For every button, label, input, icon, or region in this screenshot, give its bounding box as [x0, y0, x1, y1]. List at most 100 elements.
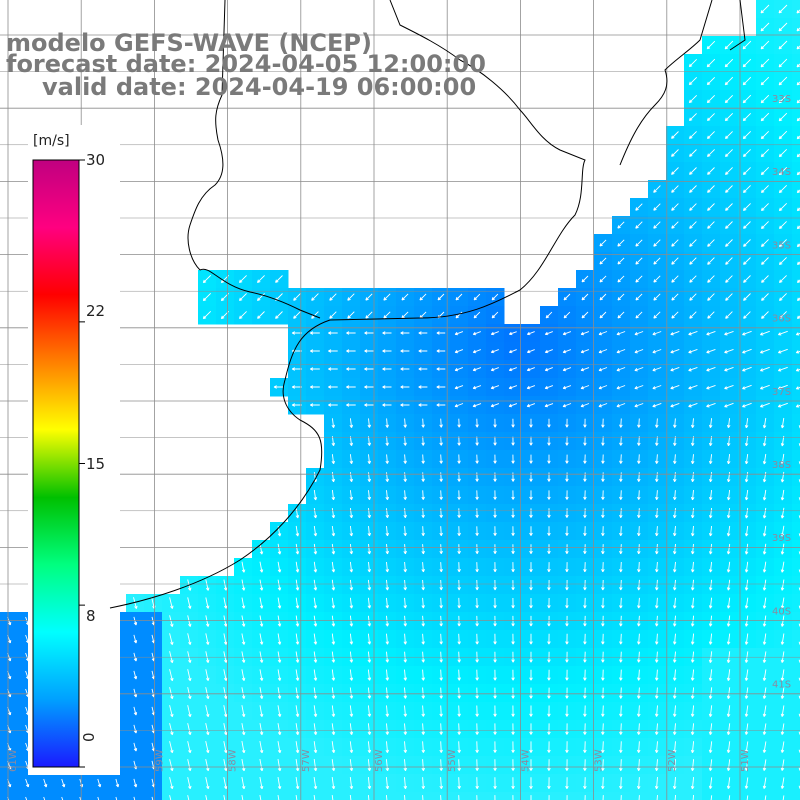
- wind-arrow: [583, 705, 587, 717]
- wind-arrow: [259, 705, 264, 717]
- wind-arrow: [349, 723, 354, 735]
- colorbar-tick-8: 8: [86, 607, 96, 625]
- wind-arrow: [707, 257, 715, 265]
- wind-arrow: [457, 705, 461, 717]
- wind-arrow: [440, 795, 442, 800]
- wind-arrow: [742, 402, 752, 408]
- wind-arrow: [671, 293, 679, 301]
- wind-arrow: [133, 796, 136, 800]
- wind-arrow: [601, 544, 605, 555]
- wind-arrow: [707, 293, 715, 301]
- wind-arrow: [349, 759, 354, 772]
- wind-arrow: [457, 597, 461, 609]
- wind-arrow: [670, 384, 680, 390]
- wind-arrow: [421, 633, 425, 645]
- wind-arrow: [457, 759, 461, 771]
- wind-arrow: [223, 795, 226, 800]
- wind-arrow: [295, 705, 300, 717]
- wind-arrow: [511, 562, 515, 573]
- wind-arrow: [349, 543, 354, 555]
- wind-arrow: [277, 561, 282, 573]
- wind-arrow: [295, 723, 300, 736]
- wind-arrow: [672, 579, 677, 591]
- wind-arrow: [690, 490, 695, 501]
- wind-arrow: [436, 349, 446, 353]
- wind-arrow: [710, 795, 713, 800]
- wind-arrow: [706, 366, 716, 372]
- wind-arrow: [403, 454, 407, 464]
- wind-arrow: [760, 239, 769, 248]
- wind-cell: [450, 792, 469, 800]
- wind-arrow: [601, 705, 605, 717]
- wind-arrow: [780, 633, 785, 645]
- wind-arrow: [565, 562, 569, 573]
- wind-arrow: [619, 579, 623, 591]
- wind-arrow: [672, 472, 677, 483]
- wind-arrow: [583, 526, 587, 537]
- wind-arrow: [472, 403, 482, 408]
- wind-arrow: [565, 777, 569, 790]
- wind-arrow: [295, 687, 300, 699]
- wind-arrow: [365, 293, 373, 301]
- wind-arrow: [331, 615, 336, 627]
- wind-arrow: [601, 418, 605, 428]
- wind-arrow: [437, 293, 445, 301]
- wind-arrow: [457, 741, 461, 753]
- wind-arrow: [403, 544, 407, 555]
- wind-arrow: [760, 166, 770, 176]
- wind-arrow: [529, 436, 533, 446]
- wind-arrow: [382, 349, 392, 353]
- wind-arrow: [780, 597, 785, 609]
- wind-arrow: [690, 687, 695, 699]
- latitude-label: 33S: [772, 94, 791, 105]
- wind-arrow: [291, 367, 302, 371]
- wind-arrow: [724, 131, 733, 140]
- wind-arrow: [762, 669, 767, 681]
- wind-arrow: [547, 615, 551, 627]
- wind-arrow: [418, 367, 428, 371]
- wind-arrow: [637, 436, 641, 446]
- wind-cell: [234, 792, 253, 800]
- wind-arrow: [706, 40, 716, 50]
- wind-arrow: [439, 633, 443, 645]
- wind-arrow: [581, 311, 589, 319]
- wind-arrow: [385, 526, 390, 537]
- wind-arrow: [403, 526, 407, 537]
- wind-arrow: [637, 615, 641, 627]
- wind-arrow: [349, 741, 354, 753]
- wind-arrow: [313, 561, 318, 573]
- wind-arrow: [547, 597, 551, 609]
- wind-arrow: [439, 669, 443, 681]
- wind-arrow: [493, 562, 497, 573]
- colorbar-tick-0: 0: [80, 732, 98, 742]
- wind-arrow: [367, 508, 372, 519]
- wind-arrow: [511, 508, 515, 518]
- wind-arrow: [652, 349, 662, 354]
- wind-arrow: [313, 615, 318, 627]
- wind-arrow: [382, 403, 392, 407]
- wind-arrow: [688, 330, 698, 336]
- wind-arrow: [202, 274, 212, 284]
- wind-cell: [792, 162, 800, 181]
- wind-arrow: [762, 489, 767, 501]
- wind-arrow: [619, 759, 623, 772]
- wind-arrow: [706, 94, 716, 104]
- wind-arrow: [493, 508, 497, 518]
- wind-arrow: [565, 687, 569, 699]
- wind-arrow: [726, 705, 731, 717]
- wind-cell: [792, 486, 800, 505]
- wind-arrow: [565, 759, 569, 771]
- wind-arrow: [169, 759, 174, 772]
- wind-arrow: [385, 579, 390, 591]
- wind-cell: [792, 450, 800, 469]
- wind-arrow: [421, 597, 425, 609]
- wind-arrow: [565, 597, 569, 609]
- wind-arrow: [241, 723, 246, 736]
- wind-arrow: [367, 418, 372, 428]
- wind-cell: [792, 378, 800, 397]
- wind-arrow: [313, 687, 318, 699]
- wind-cell: [792, 144, 800, 163]
- wind-arrow: [25, 778, 30, 788]
- colorbar-unit: [m/s]: [33, 133, 70, 149]
